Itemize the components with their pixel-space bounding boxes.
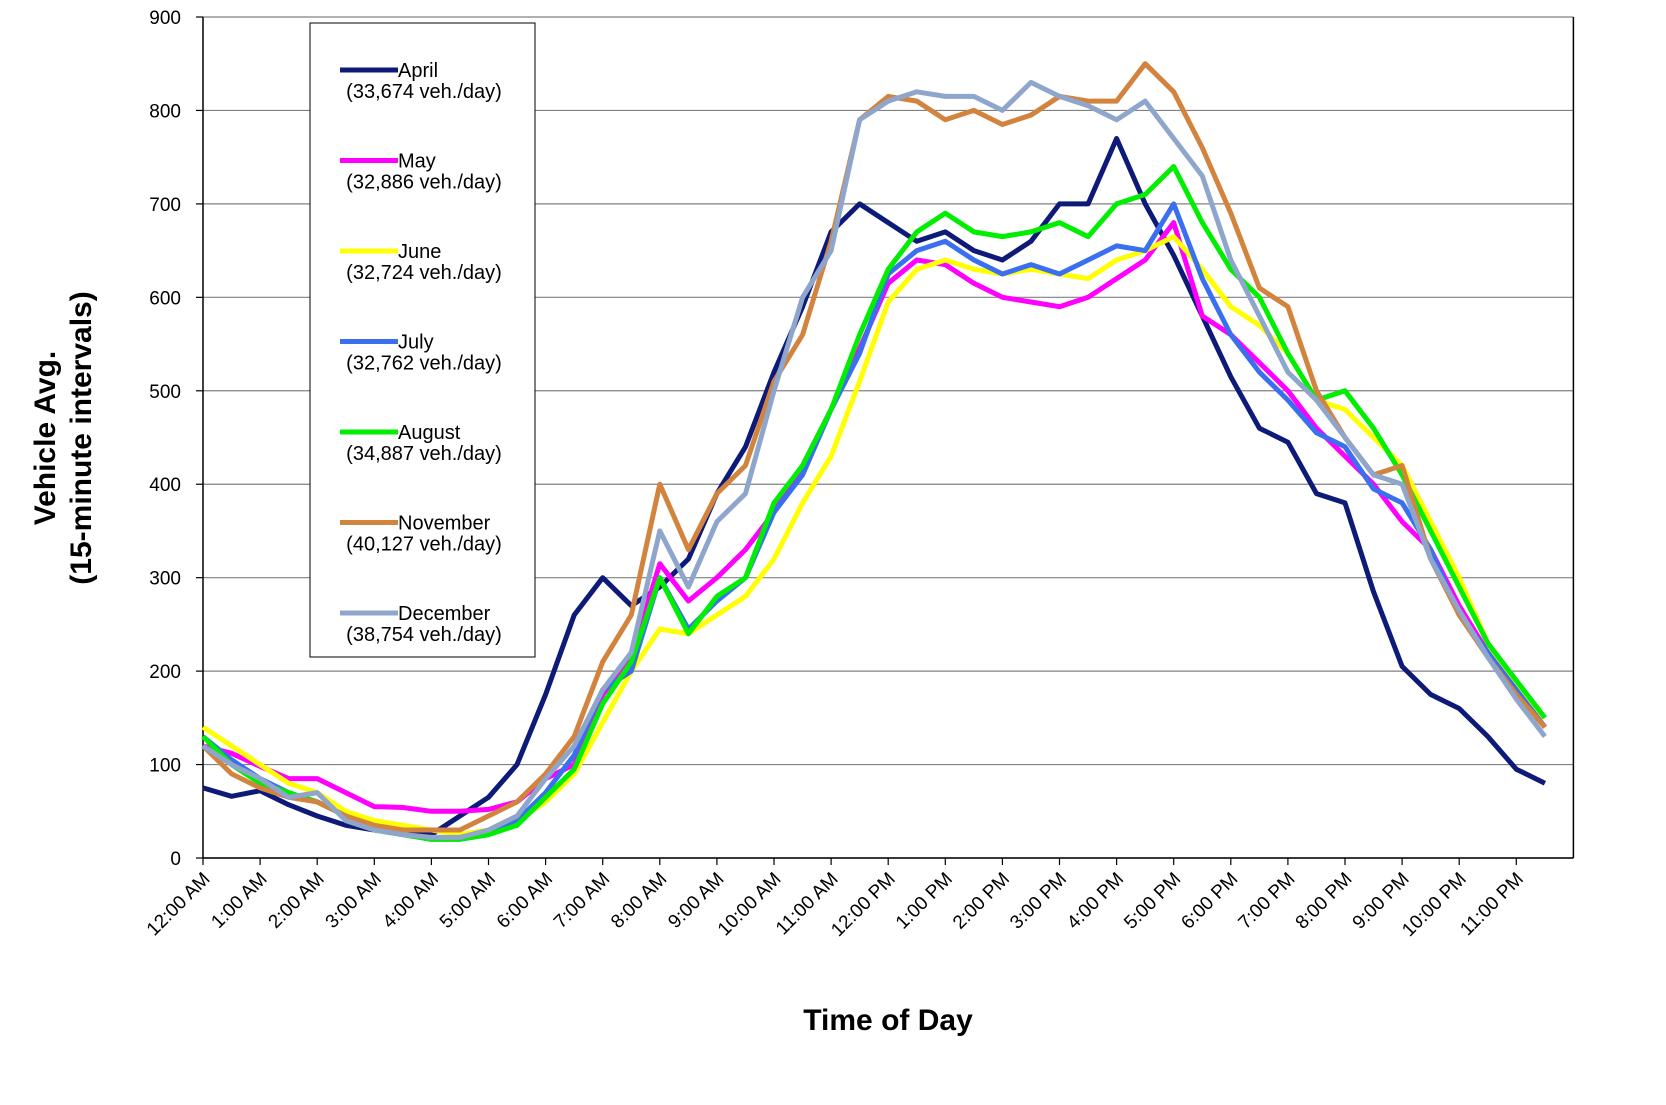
legend-volume: (32,762 veh./day) — [346, 353, 502, 375]
legend-volume: (34,887 veh./day) — [346, 443, 502, 465]
x-tick-label: 7:00 PM — [1235, 869, 1300, 934]
legend-label: August — [398, 422, 461, 444]
legend-label: November — [398, 513, 491, 535]
legend-volume: (32,886 veh./day) — [346, 172, 502, 194]
y-tick-label: 900 — [149, 8, 181, 29]
x-axis-title: Time of Day — [803, 1004, 973, 1037]
x-tick-label: 3:00 AM — [322, 869, 386, 933]
legend-label: April — [398, 60, 438, 82]
y-tick-label: 700 — [149, 195, 181, 216]
x-tick-label: 1:00 PM — [892, 869, 957, 934]
x-tick-label: 3:00 PM — [1006, 869, 1071, 934]
y-tick-label: 300 — [149, 569, 181, 590]
series-line — [201, 79, 1547, 840]
y-tick-label: 200 — [149, 662, 181, 683]
x-tick-label: 12:00 AM — [143, 869, 215, 941]
legend-volume: (40,127 veh./day) — [346, 534, 502, 556]
y-tick-label: 500 — [149, 382, 181, 403]
x-tick-label: 7:00 AM — [550, 869, 614, 933]
legend-label: July — [398, 332, 434, 354]
x-tick-label: 10:00 AM — [714, 869, 786, 941]
x-tick-label: 4:00 PM — [1063, 869, 1128, 934]
legend-volume: (33,674 veh./day) — [346, 81, 502, 103]
x-tick-label: 4:00 AM — [379, 869, 443, 933]
y-tick-label: 800 — [149, 101, 181, 122]
x-tick-label: 5:00 PM — [1120, 869, 1185, 934]
x-tick-label: 2:00 PM — [949, 869, 1014, 934]
y-tick-label: 400 — [149, 475, 181, 496]
x-tick-label: 11:00 PM — [1456, 869, 1527, 940]
y-tick-label: 600 — [149, 288, 181, 309]
y-tick-label: 0 — [170, 849, 181, 870]
x-tick-label: 6:00 AM — [493, 869, 557, 933]
x-tick-label: 1:00 AM — [207, 869, 271, 933]
x-tick-label: 6:00 PM — [1177, 869, 1242, 934]
legend-volume: (32,724 veh./day) — [346, 262, 502, 284]
x-tick-label: 8:00 AM — [607, 869, 671, 933]
series-line — [202, 136, 1546, 838]
y-axis-title-line: Vehicle Avg. — [29, 351, 62, 526]
x-tick-label: 2:00 AM — [265, 869, 329, 933]
legend-label: May — [398, 151, 436, 173]
legend-volume: (38,754 veh./day) — [346, 624, 502, 646]
legend-label: December — [398, 603, 491, 625]
y-axis-title: Vehicle Avg. (15-minute intervals) — [29, 291, 98, 584]
legend-label: June — [398, 241, 441, 263]
y-tick-label: 100 — [149, 756, 181, 777]
y-axis-title-line: (15-minute intervals) — [65, 291, 98, 584]
x-tick-label: 8:00 PM — [1292, 869, 1357, 934]
x-tick-label: 5:00 AM — [436, 869, 500, 933]
